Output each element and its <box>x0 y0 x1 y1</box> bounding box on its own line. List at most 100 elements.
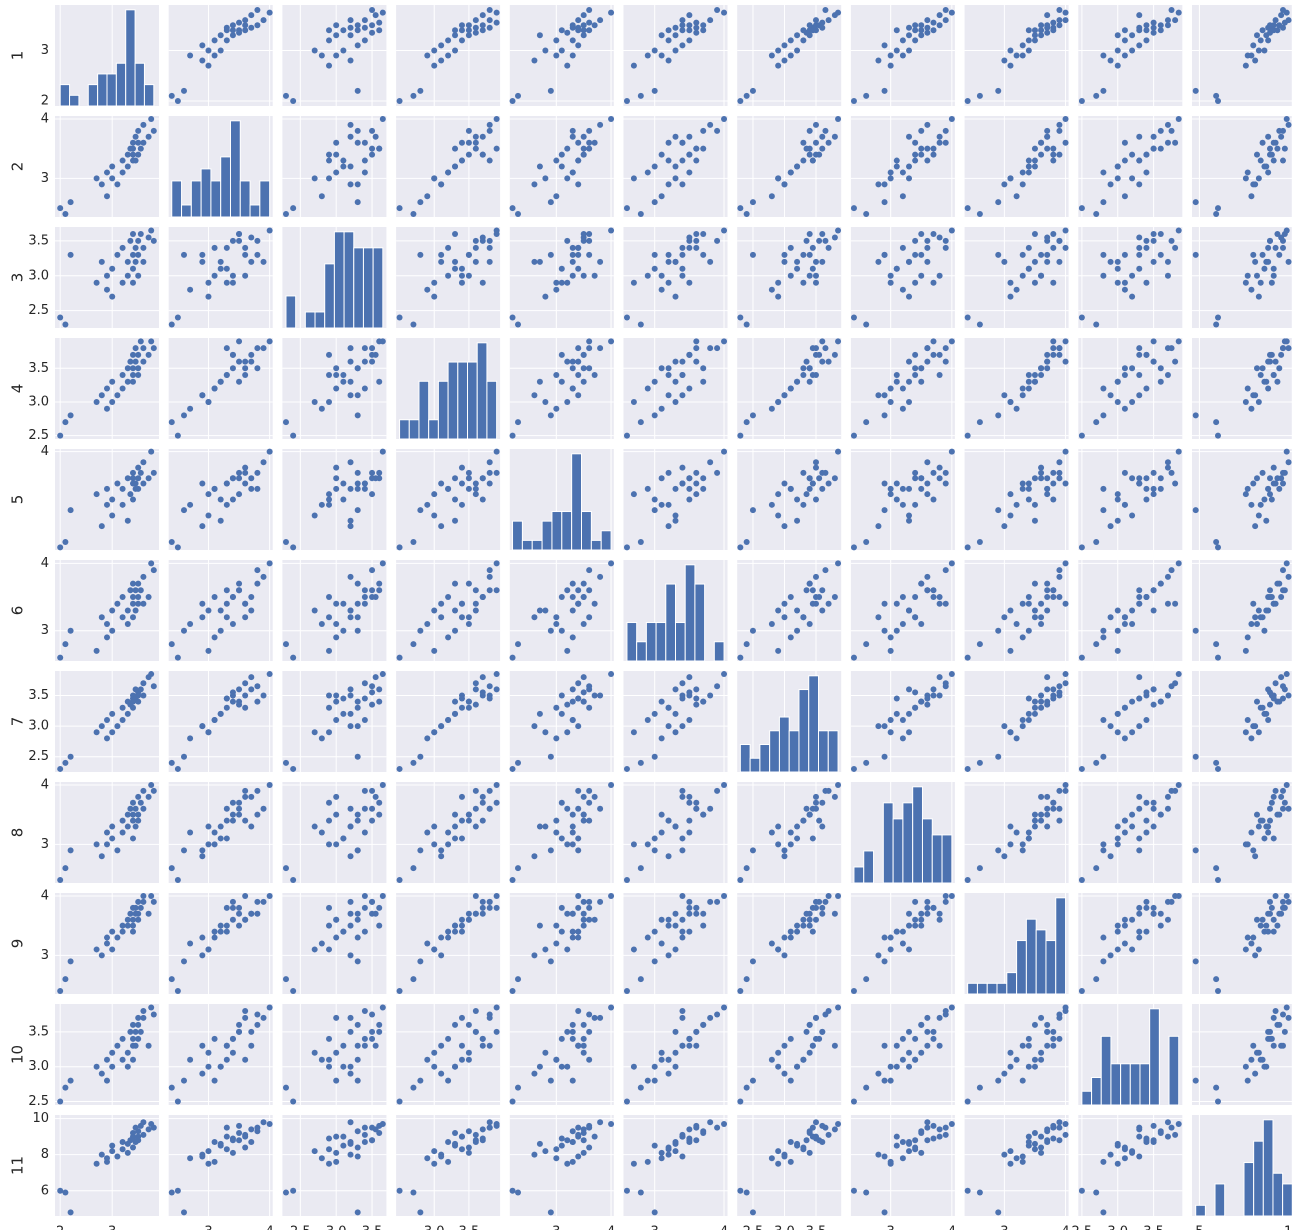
point <box>1013 735 1020 742</box>
point <box>542 47 549 54</box>
point <box>67 199 74 206</box>
point <box>515 92 522 99</box>
point <box>326 817 333 824</box>
point <box>140 1014 147 1021</box>
point <box>148 115 155 122</box>
point <box>452 1063 459 1070</box>
point <box>781 42 788 49</box>
point <box>1278 475 1285 482</box>
point <box>1121 501 1128 508</box>
panel <box>1078 671 1183 772</box>
point <box>1121 52 1128 59</box>
point <box>140 573 147 580</box>
point <box>1157 22 1164 29</box>
point <box>1019 480 1026 487</box>
point <box>665 1070 672 1077</box>
point <box>569 385 576 392</box>
point <box>229 811 236 818</box>
panel <box>850 1115 955 1216</box>
point <box>472 892 479 899</box>
point <box>1121 817 1128 824</box>
point <box>465 251 472 258</box>
hist-bar <box>1272 1172 1284 1217</box>
point <box>569 169 576 176</box>
point <box>465 580 472 587</box>
point <box>119 244 126 251</box>
point <box>906 133 913 140</box>
point <box>217 1063 224 1070</box>
point <box>1143 237 1150 244</box>
point <box>62 976 69 983</box>
point <box>672 47 679 54</box>
panel <box>509 560 615 661</box>
point <box>254 469 261 476</box>
point <box>800 916 807 923</box>
point <box>693 358 700 365</box>
point <box>553 37 560 44</box>
point <box>223 372 230 379</box>
point <box>531 1151 538 1158</box>
point <box>1164 464 1171 471</box>
point <box>424 829 431 836</box>
point <box>1244 716 1251 723</box>
point <box>109 729 116 736</box>
point <box>1013 193 1020 200</box>
point <box>875 952 882 959</box>
point <box>586 127 593 134</box>
point <box>819 1028 826 1035</box>
point <box>1254 475 1260 482</box>
point <box>580 674 587 681</box>
point <box>809 1042 816 1049</box>
point <box>127 237 134 244</box>
point <box>1168 898 1175 905</box>
point <box>479 1126 486 1133</box>
point <box>1278 594 1285 601</box>
point <box>104 286 110 293</box>
point <box>1001 1070 1008 1077</box>
point <box>1019 1077 1026 1084</box>
point <box>536 607 543 614</box>
point <box>396 544 403 551</box>
point <box>1213 539 1220 546</box>
point <box>248 475 255 482</box>
point <box>1114 710 1121 717</box>
point <box>217 627 224 634</box>
point <box>132 904 139 911</box>
panel-bg <box>1078 5 1183 106</box>
point <box>976 321 983 328</box>
point <box>1281 145 1288 152</box>
panel <box>396 1115 501 1216</box>
point <box>1259 614 1266 621</box>
point <box>569 244 576 251</box>
point <box>135 365 142 372</box>
point <box>130 600 136 607</box>
x-tick-label: 3.5 <box>1143 1225 1164 1230</box>
point <box>906 686 913 693</box>
point <box>1031 704 1038 711</box>
point <box>1192 627 1199 634</box>
point <box>881 181 888 188</box>
point <box>135 1021 142 1028</box>
point <box>1038 272 1045 279</box>
point <box>575 904 582 911</box>
point <box>1038 1133 1045 1140</box>
point <box>1038 692 1045 699</box>
point <box>531 614 538 621</box>
point <box>109 823 116 830</box>
point <box>242 1144 249 1151</box>
point <box>881 251 888 258</box>
point <box>223 480 230 487</box>
point <box>679 372 686 379</box>
point <box>906 910 913 917</box>
point <box>1078 988 1085 995</box>
point <box>1276 580 1283 587</box>
point <box>187 1155 194 1162</box>
point <box>591 272 598 279</box>
point <box>438 480 445 487</box>
point <box>479 234 486 241</box>
point <box>205 841 212 848</box>
point <box>1150 805 1157 812</box>
point <box>686 169 693 176</box>
panel <box>1078 781 1183 884</box>
point <box>948 1004 955 1011</box>
